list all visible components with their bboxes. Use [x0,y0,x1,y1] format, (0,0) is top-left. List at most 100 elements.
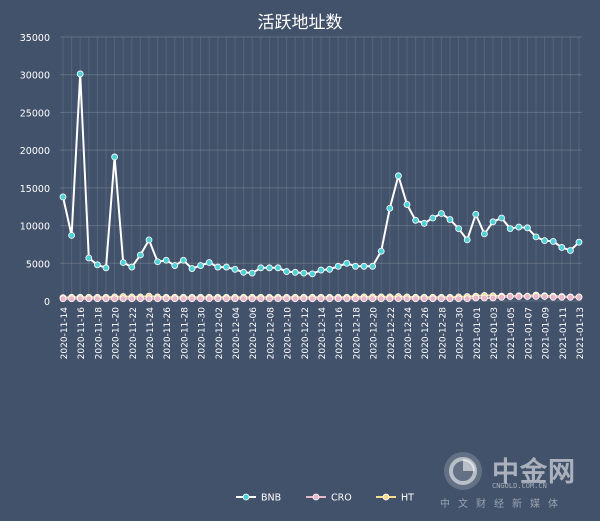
x-tick-label: 2020-12-30 [456,307,466,360]
data-point-cro [231,295,239,303]
data-point-cro [498,293,506,301]
x-tick-label: 2020-12-02 [215,307,225,359]
chart-title: 活跃地址数 [257,13,343,33]
data-point-cro [369,295,377,303]
legend-marker-cro [312,493,320,501]
data-point-cro [265,295,273,303]
data-point-bnb [240,268,248,276]
data-point-cro [351,295,359,303]
data-point-bnb [222,263,230,271]
watermark-brand: 中金网 [492,457,576,488]
x-tick-label: 2021-01-09 [542,307,552,360]
data-point-bnb [429,214,437,222]
x-tick-label: 2020-12-16 [335,307,345,360]
data-point-bnb [265,264,273,272]
watermark-tagline: 中文财经新媒体 [440,499,566,510]
data-point-cro [291,295,299,303]
data-point-bnb [489,218,497,226]
data-point-cro [412,295,420,303]
data-point-cro [377,295,385,303]
x-tick-label: 2020-12-08 [266,307,276,360]
x-tick-label: 2020-12-22 [387,307,397,359]
data-point-bnb [68,231,75,239]
y-tick-label: 5000 [26,259,50,270]
data-point-bnb [567,247,574,254]
data-point-cro [532,293,540,300]
data-point-bnb [205,259,213,266]
data-point-bnb [498,214,506,222]
data-point-bnb [463,236,471,244]
data-point-cro [197,295,205,303]
watermark: 中金网 CNGOLD.COM.CN 中文财经新媒体 [440,446,590,512]
data-point-bnb [128,263,136,271]
data-point-bnb [446,216,454,223]
data-point-cro [145,295,153,303]
x-tick-label: 2020-11-20 [112,307,122,360]
x-tick-label: 2021-01-11 [559,307,569,359]
data-point-bnb [162,256,170,264]
data-point-cro [274,295,282,303]
x-tick-label: 2020-12-06 [249,307,259,360]
data-point-bnb [412,216,420,224]
data-point-bnb [360,262,368,270]
data-point-bnb [524,224,531,232]
data-point-cro [128,295,136,303]
data-point-cro [102,295,110,303]
data-point-cro [162,295,170,303]
data-point-bnb [317,266,325,274]
data-point-bnb [369,262,377,270]
data-point-bnb [334,262,342,270]
data-point-cro [214,295,222,303]
legend-marker-bnb [242,493,250,501]
data-point-cro [541,293,548,300]
x-tick-label: 2020-12-14 [318,307,328,360]
data-point-cro [326,295,334,303]
data-point-bnb [326,265,334,273]
y-tick-label: 30000 [20,71,50,82]
legend-label-ht: HT [401,493,414,504]
data-point-bnb [343,259,351,267]
data-point-cro [283,295,291,303]
data-point-cro [575,293,583,301]
data-point-cro [171,295,179,303]
data-point-cro [334,295,342,303]
data-point-cro [308,295,316,303]
data-point-cro [111,295,118,303]
data-point-cro [360,295,368,303]
data-point-cro [317,295,325,303]
data-point-bnb [575,238,583,246]
data-point-bnb [386,204,394,212]
x-tick-label: 2020-11-24 [146,307,156,360]
data-point-cro [567,293,574,301]
data-point-bnb [102,264,110,272]
x-tick-label: 2020-12-04 [232,307,242,360]
data-point-bnb [171,262,179,269]
data-point-bnb [283,268,291,275]
x-tick-label: 2020-11-28 [180,307,190,360]
data-point-cro [455,295,463,303]
data-point-cro [403,295,411,303]
data-point-bnb [472,210,480,218]
data-point-bnb [308,270,316,278]
data-point-cro [437,295,445,303]
data-point-cro [446,295,454,303]
data-point-bnb [455,225,463,232]
data-point-cro [136,295,144,303]
x-tick-label: 2021-01-05 [507,307,517,359]
data-point-cro [420,295,428,303]
data-point-cro [394,295,402,303]
legend-label-bnb: BNB [261,493,281,504]
data-point-bnb [197,262,205,269]
data-point-bnb [231,265,239,273]
data-point-cro [515,293,523,300]
data-point-bnb [179,256,187,264]
x-tick-label: 2020-12-28 [438,307,448,360]
data-point-bnb [351,262,359,270]
data-point-cro [524,293,531,300]
data-point-bnb [403,201,411,208]
x-tick-label: 2021-01-13 [576,307,586,359]
data-point-cro [489,294,497,302]
data-point-bnb [76,70,84,78]
